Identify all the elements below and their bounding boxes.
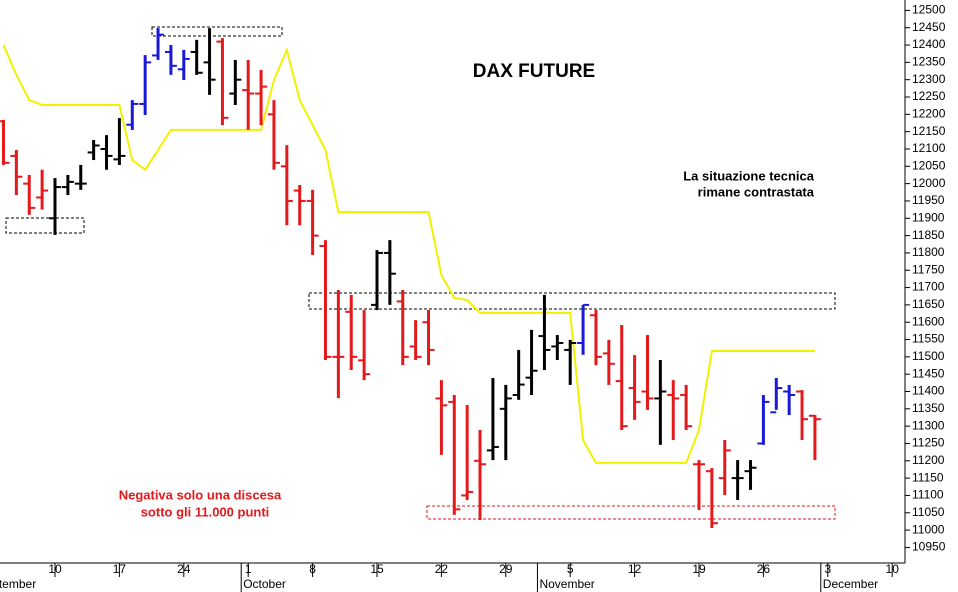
x-tick-label: 10 — [886, 562, 900, 576]
y-tick-label: 12200 — [912, 107, 946, 121]
x-tick-label: 1 — [245, 562, 252, 576]
x-tick-label: 26 — [757, 562, 771, 576]
x-tick-label: 5 — [567, 562, 574, 576]
box — [151, 26, 283, 37]
y-tick-label: 11500 — [912, 349, 945, 363]
x-tick-label: 17 — [113, 562, 127, 576]
y-tick-label: 10950 — [912, 540, 946, 554]
x-tick-label: 15 — [370, 562, 384, 576]
x-tick-label: 8 — [309, 562, 316, 576]
month-label: November — [539, 577, 594, 591]
annotation: sotto gli 11.000 punti — [141, 504, 270, 519]
x-tick-label: 3 — [824, 562, 831, 576]
y-tick-label: 11100 — [912, 488, 944, 502]
trend-line — [2, 44, 815, 464]
x-tick-label: 19 — [692, 562, 706, 576]
y-tick-label: 11350 — [912, 401, 945, 415]
y-tick-label: 11900 — [912, 210, 945, 224]
month-label: December — [823, 577, 878, 591]
box — [426, 505, 836, 520]
box — [5, 217, 85, 234]
box — [308, 292, 836, 310]
y-tick-label: 11300 — [912, 418, 945, 432]
y-tick-label: 11250 — [912, 436, 945, 450]
x-tick-label: 29 — [499, 562, 513, 576]
y-tick-label: 11600 — [912, 314, 945, 328]
y-tick-label: 12000 — [912, 176, 946, 190]
x-tick-label: 24 — [177, 562, 191, 576]
annotation: rimane contrastata — [698, 184, 815, 199]
y-tick-label: 12300 — [912, 72, 946, 86]
y-tick-label: 12250 — [912, 89, 946, 103]
y-tick-label: 12450 — [912, 20, 946, 34]
y-tick-label: 11750 — [912, 262, 945, 276]
y-tick-label: 11950 — [912, 193, 945, 207]
month-label: September — [0, 577, 36, 591]
x-tick-label: 22 — [435, 562, 449, 576]
annotation: La situazione tecnica — [683, 168, 815, 183]
x-tick-label: 12 — [628, 562, 642, 576]
y-tick-label: 11650 — [912, 297, 945, 311]
y-tick-label: 11150 — [912, 470, 944, 484]
y-tick-label: 11200 — [912, 453, 945, 467]
y-tick-label: 11850 — [912, 228, 945, 242]
y-tick-label: 12500 — [912, 3, 946, 17]
y-tick-label: 11000 — [912, 522, 945, 536]
y-tick-label: 12100 — [912, 141, 946, 155]
y-tick-label: 11050 — [912, 505, 945, 519]
y-tick-label: 12400 — [912, 37, 946, 51]
y-tick-label: 11400 — [912, 384, 945, 398]
chart-title: DAX FUTURE — [473, 61, 595, 82]
annotation: Negativa solo una discesa — [119, 487, 282, 502]
month-label: October — [243, 577, 286, 591]
y-tick-label: 12050 — [912, 158, 946, 172]
y-tick-label: 12350 — [912, 55, 946, 69]
y-tick-label: 11700 — [912, 280, 945, 294]
highlight-boxes — [5, 26, 836, 520]
y-tick-label: 12150 — [912, 124, 946, 138]
y-tick-label: 11800 — [912, 245, 945, 259]
y-tick-label: 11450 — [912, 366, 945, 380]
y-tick-label: 11550 — [912, 332, 945, 346]
x-tick-label: 10 — [48, 562, 62, 576]
